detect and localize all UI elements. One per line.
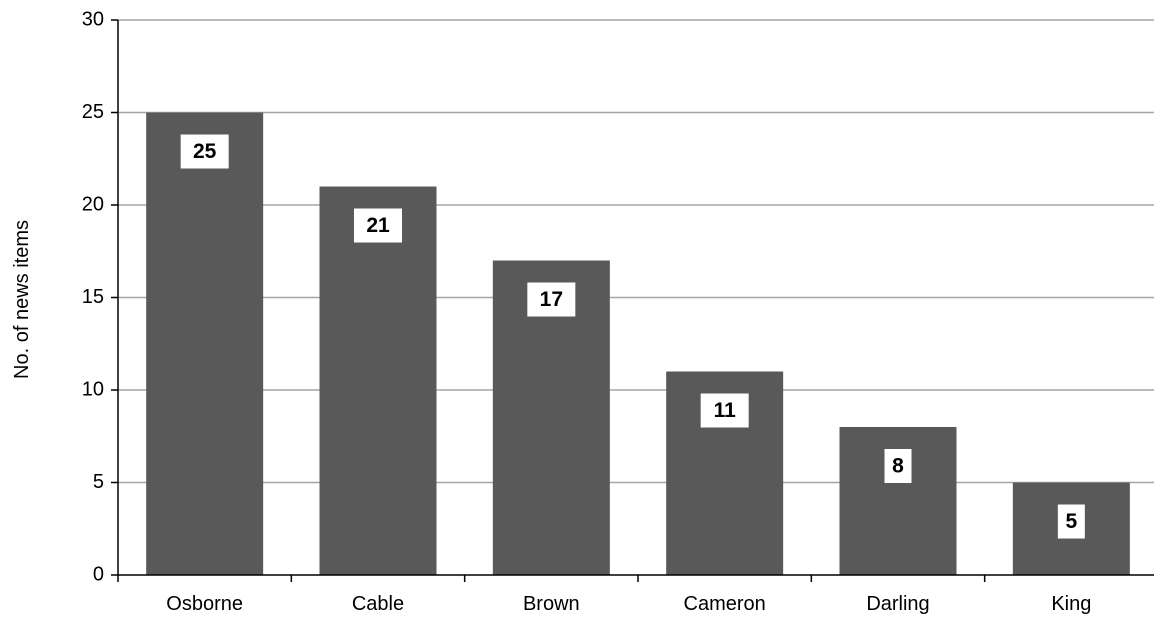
- y-tick-label-5: 5: [93, 471, 104, 493]
- data-label-king: 5: [1065, 510, 1077, 533]
- data-label-brown: 17: [540, 288, 563, 311]
- y-tick-label-15: 15: [82, 286, 104, 308]
- data-label-box-king: [1057, 504, 1085, 539]
- y-tick-label-30: 30: [82, 8, 104, 30]
- x-tick-label-darling: Darling: [866, 593, 929, 615]
- gridlines: [118, 19, 1154, 484]
- data-label-box-osborne: [180, 134, 229, 169]
- x-tick-label-cable: Cable: [352, 593, 404, 615]
- data-label-box-darling: [884, 449, 912, 483]
- data-label-box-cable: [354, 208, 402, 243]
- data-labels: 25 21 17 11 8 5: [180, 134, 1085, 539]
- data-label-box-cameron: [700, 393, 749, 428]
- data-label-box-brown: [527, 282, 576, 317]
- data-label-darling: 8: [892, 455, 904, 478]
- y-tick-label-10: 10: [82, 378, 104, 400]
- x-tick-label-cameron: Cameron: [684, 593, 766, 615]
- x-tick-label-brown: Brown: [523, 593, 580, 615]
- data-label-cable: 21: [366, 214, 390, 237]
- y-axis-title: No. of news items: [11, 220, 33, 379]
- x-tick-label-king: King: [1051, 593, 1091, 615]
- data-label-osborne: 25: [193, 140, 217, 163]
- bar-osborne: [146, 112, 264, 575]
- y-tick-label-20: 20: [82, 193, 104, 215]
- bar-cable: [319, 186, 437, 575]
- y-tick-label-0: 0: [93, 563, 104, 585]
- x-tick-label-osborne: Osborne: [166, 593, 243, 615]
- bars: [146, 112, 1130, 575]
- y-tick-label-25: 25: [82, 101, 104, 123]
- data-label-cameron: 11: [714, 399, 737, 422]
- axes: 0 5 10 15 20 25 30 Osborne Cable Brown Cameron Darl…: [82, 8, 1154, 615]
